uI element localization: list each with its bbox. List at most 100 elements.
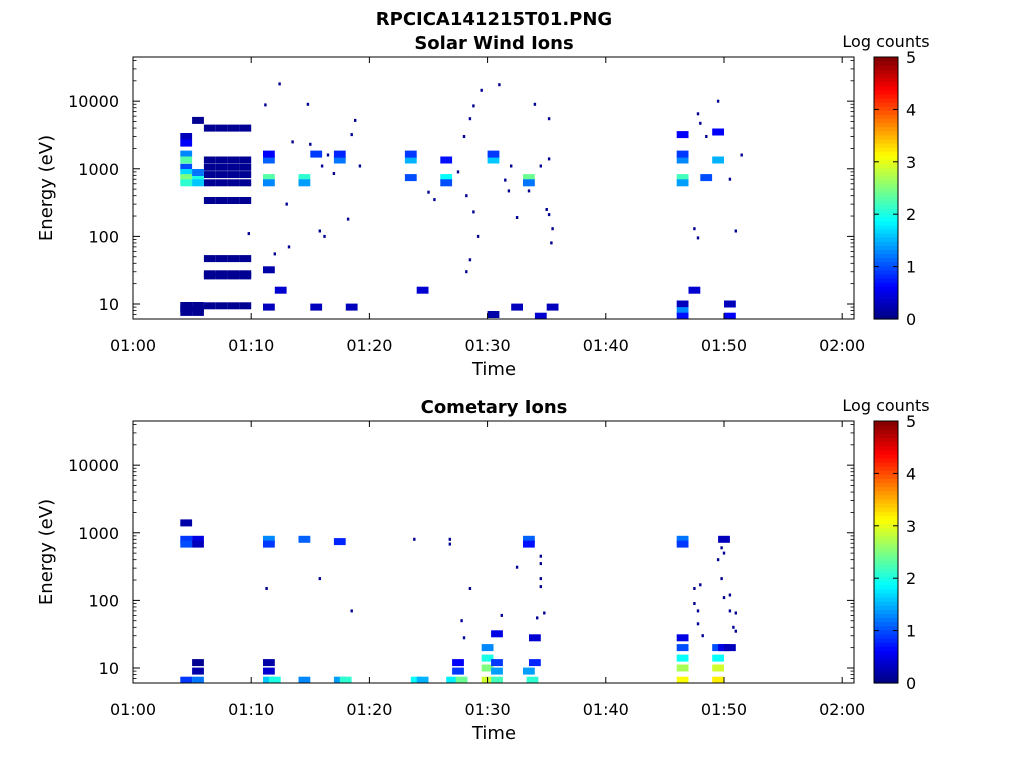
- heatmap-cell: [676, 312, 689, 319]
- heatmap-cell: [192, 116, 204, 124]
- colorbar-swatch: [874, 445, 898, 451]
- colorbar-swatch: [874, 670, 898, 676]
- heatmap-point: [476, 234, 480, 238]
- heatmap-cell: [298, 174, 311, 182]
- heatmap-point: [433, 198, 436, 202]
- heatmap-cell: [180, 169, 193, 176]
- heatmap-cell: [712, 676, 724, 683]
- colorbar-swatch: [874, 678, 898, 684]
- heatmap-cell: [440, 156, 453, 164]
- chart-title: Solar Wind Ions: [414, 33, 573, 54]
- colorbar-tick-label: 2: [906, 205, 916, 224]
- heatmap-cell: [676, 179, 689, 187]
- colorbar-swatch: [874, 560, 898, 565]
- heatmap-point: [732, 625, 735, 629]
- heatmap-cell: [333, 156, 346, 164]
- heatmap-cell: [446, 676, 458, 683]
- colorbar-frame: [873, 56, 899, 320]
- colorbar-swatch: [874, 482, 898, 488]
- colorbar-swatch: [874, 617, 898, 623]
- y-tick-label: 10000: [68, 456, 119, 475]
- heatmap-point: [701, 634, 704, 638]
- heatmap-cell: [203, 163, 216, 171]
- heatmap-cell: [192, 659, 204, 667]
- heatmap-point: [472, 104, 475, 108]
- colorbar-swatch: [874, 77, 898, 83]
- y-axis: 10 100 1000 10000: [68, 60, 854, 320]
- heatmap-cell: [491, 667, 503, 675]
- heatmap-cell: [724, 300, 736, 308]
- figure-title: RPCICA141215T01.PNG: [376, 9, 612, 30]
- heatmap-point: [551, 227, 554, 231]
- heatmap-cell: [192, 540, 204, 548]
- heatmap-cell: [529, 659, 541, 667]
- heatmap-cell: [192, 308, 204, 316]
- panel-cometary: Cometary Ions 01:00 01:10 01:20 01:30 01:40 0…: [36, 396, 930, 744]
- x-axis-label: Time: [471, 359, 516, 380]
- heatmap-point: [354, 118, 357, 122]
- heatmap-point: [720, 577, 723, 581]
- heatmap-point: [728, 609, 732, 613]
- colorbar-swatch: [874, 601, 898, 606]
- heatmap-cell: [215, 171, 228, 179]
- heatmap-point: [350, 133, 353, 137]
- heatmap-point: [448, 537, 451, 541]
- heatmap-cell: [676, 174, 689, 182]
- colorbar-swatch: [874, 118, 898, 124]
- heatmap-cell: [227, 255, 240, 263]
- colorbar-swatch: [874, 314, 898, 320]
- heatmap-cell: [215, 179, 228, 187]
- heatmap-cell: [724, 644, 736, 652]
- x-tick-label: 01:40: [583, 700, 629, 719]
- colorbar-swatch: [874, 245, 898, 250]
- x-tick-label: 01:00: [110, 336, 156, 355]
- heatmap-point: [728, 177, 732, 181]
- colorbar-tick-label: 5: [906, 412, 916, 431]
- heatmap-cell: [298, 535, 311, 543]
- heatmap-cell: [676, 644, 689, 652]
- colorbar-swatch: [874, 597, 898, 602]
- heatmap-cell: [404, 150, 417, 158]
- colorbar-swatch: [874, 658, 898, 664]
- heatmap-cell: [180, 676, 193, 683]
- heatmap-point: [465, 270, 468, 274]
- heatmap-cell: [192, 169, 204, 176]
- colorbar-swatch: [874, 269, 898, 275]
- heatmap-cell: [180, 139, 193, 147]
- colorbar-swatch: [874, 298, 898, 304]
- heatmap-cell: [215, 302, 228, 310]
- heatmap-cell: [203, 197, 216, 204]
- heatmap-point: [480, 88, 483, 92]
- heatmap-point: [699, 583, 702, 587]
- heatmap-cell: [215, 270, 228, 278]
- heatmap-cell: [192, 302, 204, 309]
- heatmap-cell: [523, 667, 535, 675]
- heatmap-cell: [180, 174, 193, 182]
- heatmap-point: [696, 236, 700, 240]
- heatmap-cell: [227, 156, 240, 164]
- colorbar-swatch: [874, 552, 898, 557]
- colorbar-swatch: [874, 241, 898, 246]
- heatmap-cell: [712, 128, 724, 136]
- colorbar-swatch: [874, 564, 898, 569]
- heatmap-cell: [700, 174, 713, 182]
- colorbar-swatch: [874, 580, 898, 586]
- heatmap-cell: [180, 179, 193, 187]
- heatmap-cell: [676, 300, 689, 308]
- heatmap-point: [699, 121, 702, 125]
- x-axis: 01:00 01:10 01:20 01:30 01:40 01:50 02:00: [110, 421, 865, 719]
- colorbar-swatch: [874, 515, 898, 520]
- colorbar-swatch: [874, 171, 898, 177]
- heatmap-point: [716, 558, 720, 562]
- colorbar-swatch: [874, 81, 898, 87]
- heatmap-cell: [180, 540, 193, 548]
- colorbar-swatch: [874, 126, 898, 132]
- colorbar-tick-label: 5: [906, 48, 916, 67]
- heatmap-cell: [192, 535, 204, 543]
- heatmap-point: [326, 153, 330, 157]
- y-tick-label: 10000: [68, 92, 119, 111]
- heatmap-point: [291, 140, 294, 144]
- colorbar-swatch: [874, 523, 898, 529]
- heatmap-point: [547, 213, 551, 217]
- heatmap-cell: [263, 174, 275, 182]
